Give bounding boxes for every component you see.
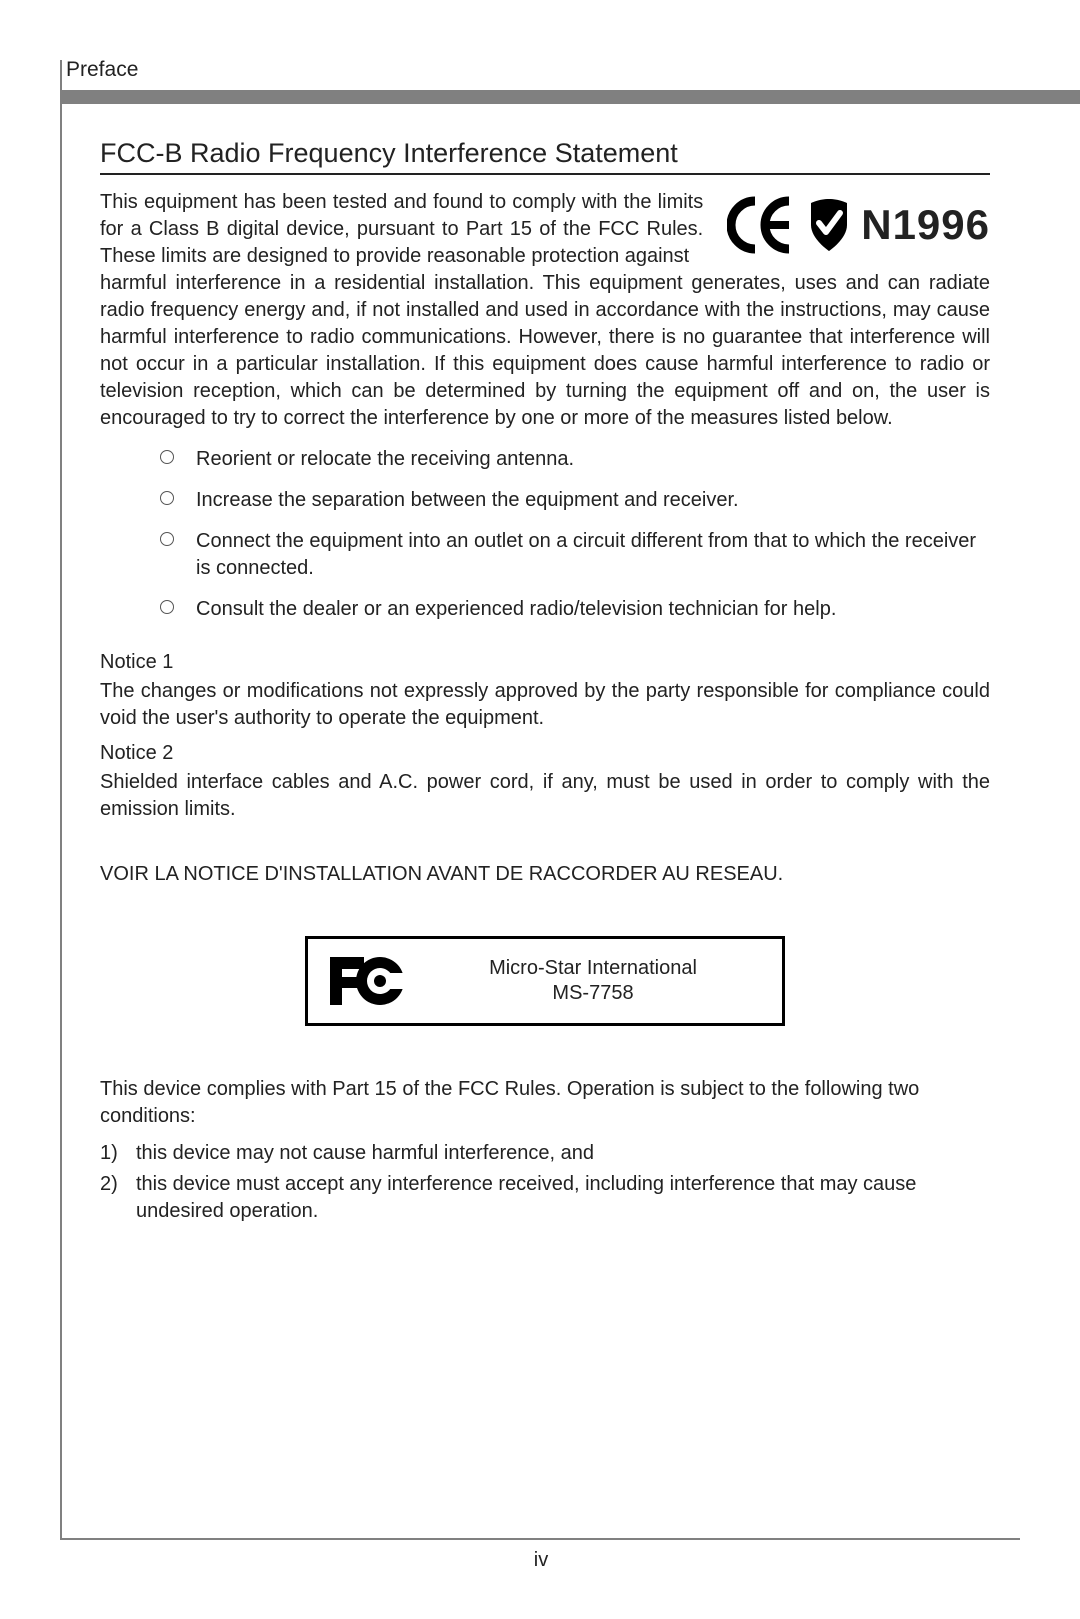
fcc-company: Micro-Star International xyxy=(424,957,762,980)
check-shield-icon xyxy=(807,197,851,253)
condition-item: 2) this device must accept any interfere… xyxy=(100,1171,990,1225)
bullet-text: Connect the equipment into an outlet on … xyxy=(196,528,990,582)
notice2-text: Shielded interface cables and A.C. power… xyxy=(100,769,990,823)
bullet-icon xyxy=(160,491,174,505)
fcc-box: Micro-Star International MS-7758 xyxy=(305,936,785,1026)
intro-row: This equipment has been tested and found… xyxy=(100,189,990,270)
fcc-box-text: Micro-Star International MS-7758 xyxy=(424,955,762,1007)
bullet-text: Reorient or relocate the receiving anten… xyxy=(196,446,574,473)
ce-number: N1996 xyxy=(861,201,990,249)
french-notice: VOIR LA NOTICE D'INSTALLATION AVANT DE R… xyxy=(100,863,990,886)
bullet-icon xyxy=(160,600,174,614)
section-title: FCC-B Radio Frequency Interference State… xyxy=(100,138,990,175)
page-frame: Preface FCC-B Radio Frequency Interferen… xyxy=(60,60,1020,1540)
bullet-item: Reorient or relocate the receiving anten… xyxy=(160,446,990,473)
ce-mark-block: N1996 xyxy=(727,189,990,255)
notice1-text: The changes or modifications not express… xyxy=(100,678,990,732)
bullet-icon xyxy=(160,532,174,546)
fc-icon xyxy=(328,953,406,1009)
condition-text: this device may not cause harmful interf… xyxy=(136,1140,594,1167)
bullet-text: Consult the dealer or an experienced rad… xyxy=(196,596,836,623)
condition-text: this device must accept any interference… xyxy=(136,1171,990,1225)
intro-text-left: This equipment has been tested and found… xyxy=(100,189,703,270)
header-bar xyxy=(62,90,1080,104)
bullet-item: Connect the equipment into an outlet on … xyxy=(160,528,990,582)
bullet-text: Increase the separation between the equi… xyxy=(196,487,739,514)
condition-item: 1) this device may not cause harmful int… xyxy=(100,1140,990,1167)
bullet-item: Consult the dealer or an experienced rad… xyxy=(160,596,990,623)
condition-number: 2) xyxy=(100,1171,124,1225)
notice1-label: Notice 1 xyxy=(100,651,990,674)
intro-continuation: harmful interference in a residential in… xyxy=(100,270,990,432)
ce-icon xyxy=(727,195,797,255)
header-label: Preface xyxy=(66,58,138,82)
bullet-icon xyxy=(160,450,174,464)
page-number: iv xyxy=(62,1549,1020,1572)
content-area: FCC-B Radio Frequency Interference State… xyxy=(100,138,990,1229)
bullet-item: Increase the separation between the equi… xyxy=(160,487,990,514)
compliance-text: This device complies with Part 15 of the… xyxy=(100,1076,990,1130)
bullet-list: Reorient or relocate the receiving anten… xyxy=(160,446,990,623)
condition-number: 1) xyxy=(100,1140,124,1167)
conditions-list: 1) this device may not cause harmful int… xyxy=(100,1140,990,1225)
fcc-model: MS-7758 xyxy=(424,982,762,1005)
notice2-label: Notice 2 xyxy=(100,742,990,765)
